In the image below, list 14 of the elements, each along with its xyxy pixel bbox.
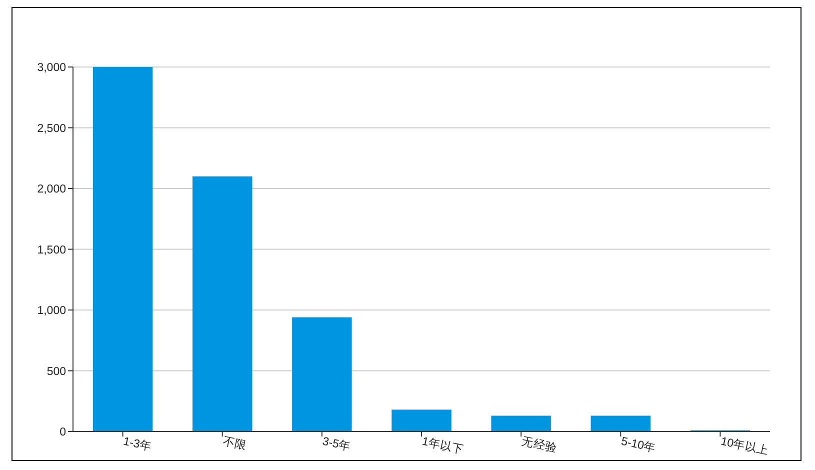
y-tick-label: 3,000 — [37, 62, 66, 74]
x-tick-label: 1年以下 — [420, 434, 466, 456]
x-tick-label: 不限 — [222, 434, 248, 452]
x-tick-label: 3-5年 — [321, 434, 352, 454]
x-tick-label: 1-3年 — [122, 434, 153, 454]
y-tick-label: 1,500 — [37, 244, 66, 256]
x-tick-label: 10年以上 — [720, 434, 770, 458]
x-tick-label: 无经验 — [520, 434, 558, 455]
y-tick-label: 0 — [60, 426, 66, 438]
x-tick-label: 5-10年 — [620, 434, 657, 455]
y-tick-label: 1,000 — [37, 305, 66, 317]
y-tick-label: 500 — [46, 366, 66, 378]
y-tick-label: 2,000 — [37, 184, 66, 196]
y-tick-label: 2,500 — [37, 122, 66, 135]
